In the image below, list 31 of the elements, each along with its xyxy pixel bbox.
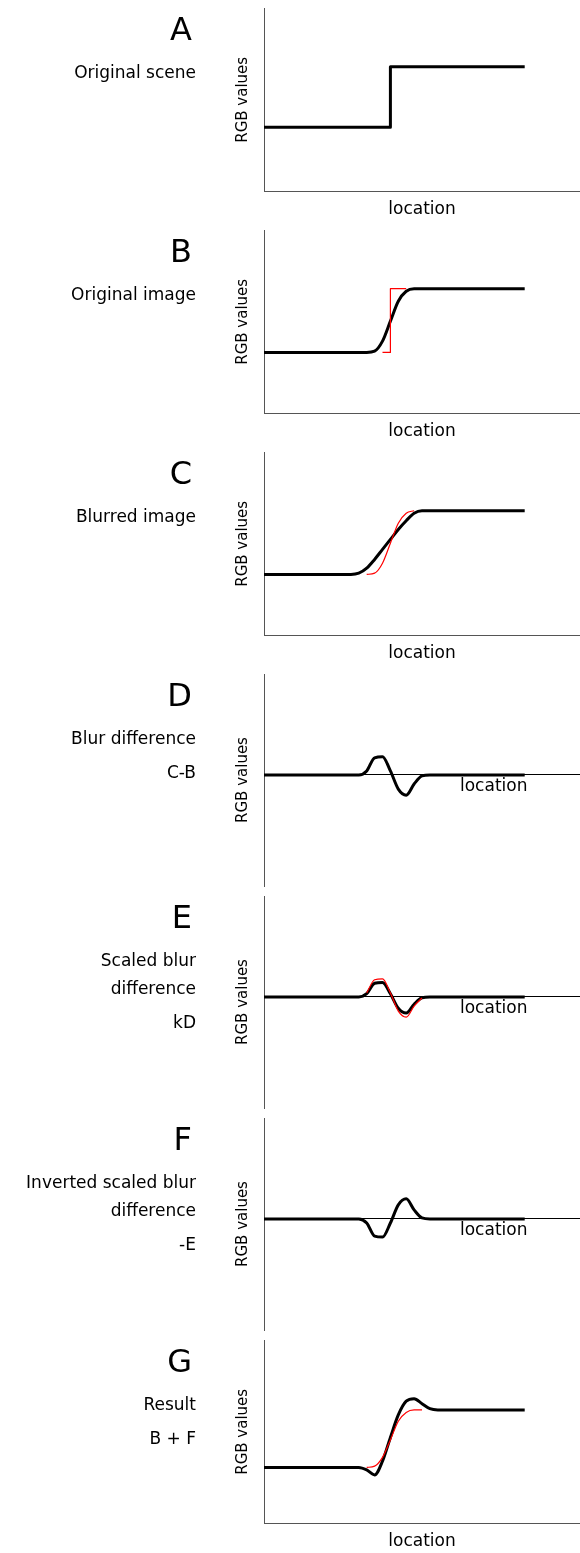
text: Inverted scaled blur difference <box>25 1171 196 1222</box>
y-axis-title: RGB values <box>232 56 251 143</box>
y-axis-title: RGB values <box>232 278 251 365</box>
chart-subtitle: Result <box>143 1393 196 1416</box>
y-axis-title: RGB values <box>232 500 251 587</box>
x-axis-title: location <box>460 774 528 795</box>
text: -E <box>178 1233 197 1256</box>
chart-subtitle: Blurred image <box>75 505 196 528</box>
y-axis-title: RGB values <box>232 958 251 1045</box>
chart-subtitle: Original image <box>71 283 196 306</box>
x-axis-title: location <box>388 1530 456 1551</box>
chart-title: F <box>172 1120 193 1158</box>
chart-title: D <box>166 676 193 714</box>
x-axis-title: location <box>460 996 528 1017</box>
x-axis-title: location <box>460 1218 528 1239</box>
chart-title: B <box>169 232 193 270</box>
x-axis-title: location <box>388 420 456 441</box>
chart-subtitle: Blur difference <box>71 727 196 750</box>
chart-subtitle: Original scene <box>74 61 196 84</box>
text: C-B <box>165 761 197 784</box>
chart-title: E <box>170 898 193 936</box>
text: kD <box>172 1011 197 1034</box>
chart-title: A <box>169 10 193 48</box>
chart-title: C <box>168 454 193 492</box>
x-axis-title: location <box>388 198 456 219</box>
text: B + F <box>148 1427 197 1450</box>
x-axis-title: location <box>388 642 456 663</box>
chart-title: G <box>166 1342 193 1380</box>
y-axis-title: RGB values <box>232 1388 251 1475</box>
y-axis-title: RGB values <box>232 1180 251 1267</box>
y-axis-title: RGB values <box>232 736 251 823</box>
